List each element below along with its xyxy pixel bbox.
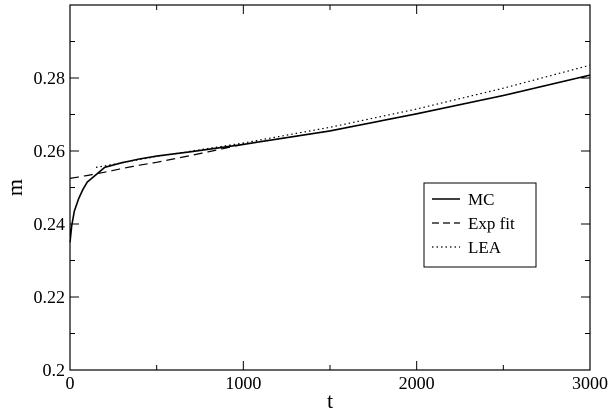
legend-label-mc: MC: [468, 190, 494, 209]
legend-label-exp-fit: Exp fit: [468, 214, 515, 233]
x-axis-label: t: [327, 388, 333, 413]
x-tick-label: 3000: [572, 373, 608, 393]
legend: MC Exp fit LEA: [423, 182, 537, 268]
y-tick-label: 0.28: [34, 68, 66, 88]
plot-lines: [69, 64, 591, 243]
y-tick-label: 0.24: [34, 214, 66, 234]
x-tick-label: 2000: [399, 373, 435, 393]
axis-ticks: [69, 4, 591, 371]
series-line-lea: [95, 64, 591, 168]
y-tick-label: 0.22: [34, 287, 66, 307]
legend-label-lea: LEA: [468, 238, 502, 257]
y-tick-label: 0.26: [34, 141, 66, 161]
tick-labels: 0 1000 2000 3000 0.2 0.22 0.24 0.26 0.28: [34, 68, 609, 393]
y-axis-label: m: [2, 179, 27, 196]
x-tick-label: 1000: [225, 373, 261, 393]
series-line-mc: [69, 74, 591, 243]
legend-box: [423, 182, 537, 268]
x-tick-label: 0: [66, 373, 75, 393]
series-line-exp-fit: [69, 74, 591, 179]
y-tick-label: 0.2: [43, 360, 66, 380]
